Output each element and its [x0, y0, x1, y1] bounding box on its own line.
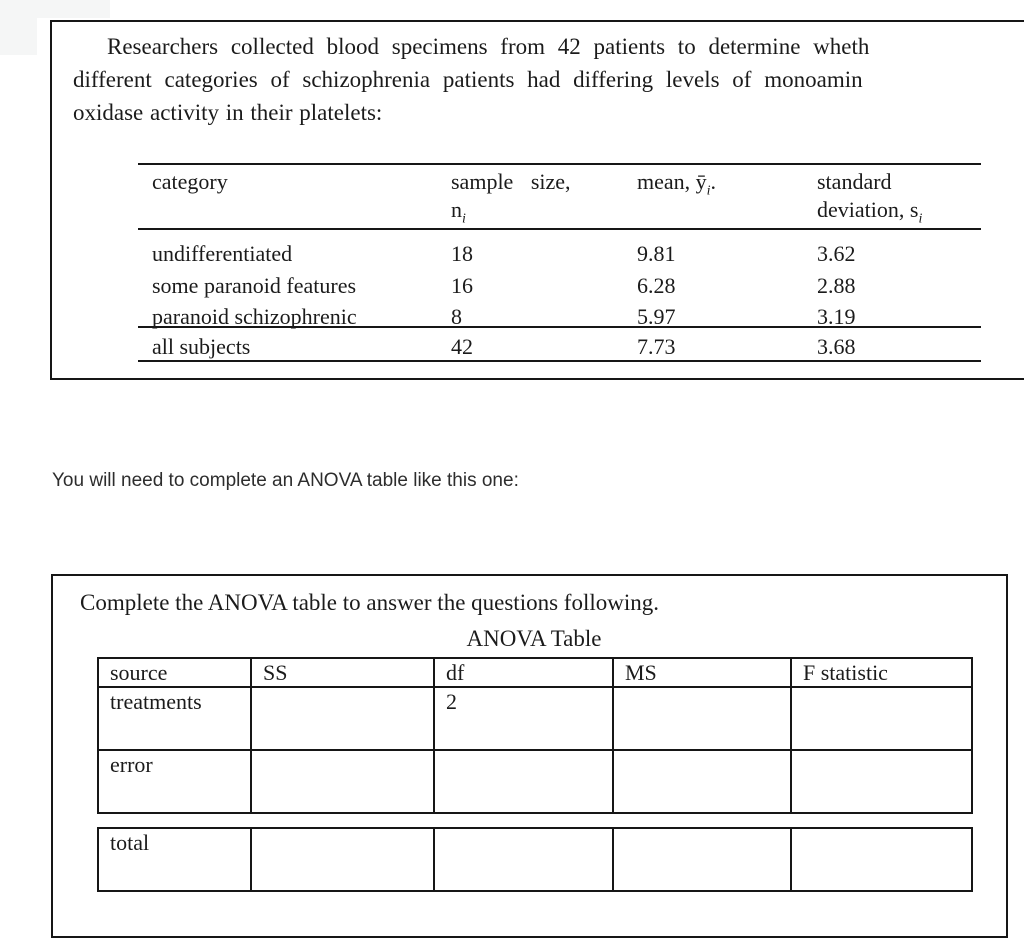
table-rule-top — [138, 163, 981, 165]
cell-mean: 9.81 — [637, 241, 676, 266]
col-header-ni: ni — [451, 197, 466, 227]
table-rule-bottom — [138, 360, 981, 362]
table-rule-header — [138, 228, 981, 230]
col-header-blank — [152, 197, 451, 223]
cell-category: undifferentiated — [152, 241, 293, 266]
cell-source: total — [97, 827, 252, 892]
cell-sd: 3.68 — [817, 334, 856, 359]
cell-ms-empty — [612, 827, 792, 892]
anova-header-ms: MS — [612, 657, 792, 688]
anova-header-f: F statistic — [790, 657, 973, 688]
cell-f-empty — [790, 749, 973, 814]
table-rule-above-total — [138, 326, 981, 328]
paragraph-line-2: different categories of schizophrenia pa… — [73, 67, 863, 92]
col-header-mean: mean, ȳi. — [637, 169, 717, 199]
anova-table-title: ANOVA Table — [466, 626, 602, 651]
cell-n: 16 — [451, 273, 473, 298]
cell-df: 2 — [433, 686, 614, 751]
cell-ss-empty — [250, 827, 435, 892]
cell-ss-empty — [250, 749, 435, 814]
cell-f-empty — [790, 827, 973, 892]
anova-box: Complete the ANOVA table to answer the q… — [51, 574, 1008, 938]
anova-header-df: df — [433, 657, 614, 688]
instruction-text: You will need to complete an ANOVA table… — [52, 470, 519, 491]
cell-mean: 7.73 — [637, 334, 676, 359]
cell-sd: 3.19 — [817, 304, 856, 329]
cell-df-empty — [433, 827, 614, 892]
problem-paragraph: Researchers collected blood specimens fr… — [73, 30, 1024, 129]
cell-n: 18 — [451, 241, 473, 266]
anova-row-treatments: treatments 2 — [97, 686, 973, 751]
cell-source: error — [97, 749, 252, 814]
cell-category: paranoid schizophrenic — [152, 304, 357, 329]
table-row-paranoid-schizophrenic: paranoid schizophrenic 8 5.97 3.19 — [152, 304, 981, 330]
cell-n: 8 — [451, 304, 462, 329]
table-row-undifferentiated: undifferentiated 18 9.81 3.62 — [152, 241, 981, 267]
paragraph-line-1: Researchers collected blood specimens fr… — [107, 34, 870, 59]
summary-table: category sample size, mean, ȳi. standard… — [138, 163, 981, 363]
col-header-deviation: deviation, si — [817, 197, 923, 227]
summary-header-row-1: category sample size, mean, ȳi. standard — [152, 169, 981, 199]
cell-ss-empty — [250, 686, 435, 751]
cell-sd: 2.88 — [817, 273, 856, 298]
anova-row-total: total — [97, 827, 973, 892]
cell-category: some paranoid features — [152, 273, 357, 298]
anova-header-row: source SS df MS F statistic — [97, 657, 973, 688]
col-header-blank — [637, 197, 817, 223]
table-row-all-subjects: all subjects 42 7.73 3.68 — [152, 334, 981, 360]
col-header-category: category — [152, 169, 228, 194]
cell-sd: 3.62 — [817, 241, 856, 266]
problem-statement-box: Researchers collected blood specimens fr… — [50, 20, 1024, 380]
anova-table-main: source SS df MS F statistic treatments 2… — [97, 657, 973, 814]
anova-table-total-section: total — [97, 827, 973, 892]
summary-header-row-2: ni deviation, si — [152, 197, 981, 227]
page-corner-artifact-left — [0, 0, 37, 55]
cell-n: 42 — [451, 334, 473, 359]
col-header-sample-size: sample size, — [451, 169, 571, 194]
paragraph-line-3: oxidase activity in their platelets: — [73, 100, 383, 125]
anova-intro-text: Complete the ANOVA table to answer the q… — [80, 590, 659, 615]
cell-mean: 6.28 — [637, 273, 676, 298]
anova-row-error: error — [97, 749, 973, 814]
cell-mean: 5.97 — [637, 304, 676, 329]
cell-source: treatments — [97, 686, 252, 751]
cell-category: all subjects — [152, 334, 251, 359]
cell-ms-empty — [612, 686, 792, 751]
cell-ms-empty — [612, 749, 792, 814]
cell-df-empty — [433, 749, 614, 814]
anova-header-source: source — [97, 657, 252, 688]
table-row-some-paranoid: some paranoid features 16 6.28 2.88 — [152, 273, 981, 299]
col-header-standard: standard — [817, 169, 892, 194]
anova-header-ss: SS — [250, 657, 435, 688]
cell-f-empty — [790, 686, 973, 751]
